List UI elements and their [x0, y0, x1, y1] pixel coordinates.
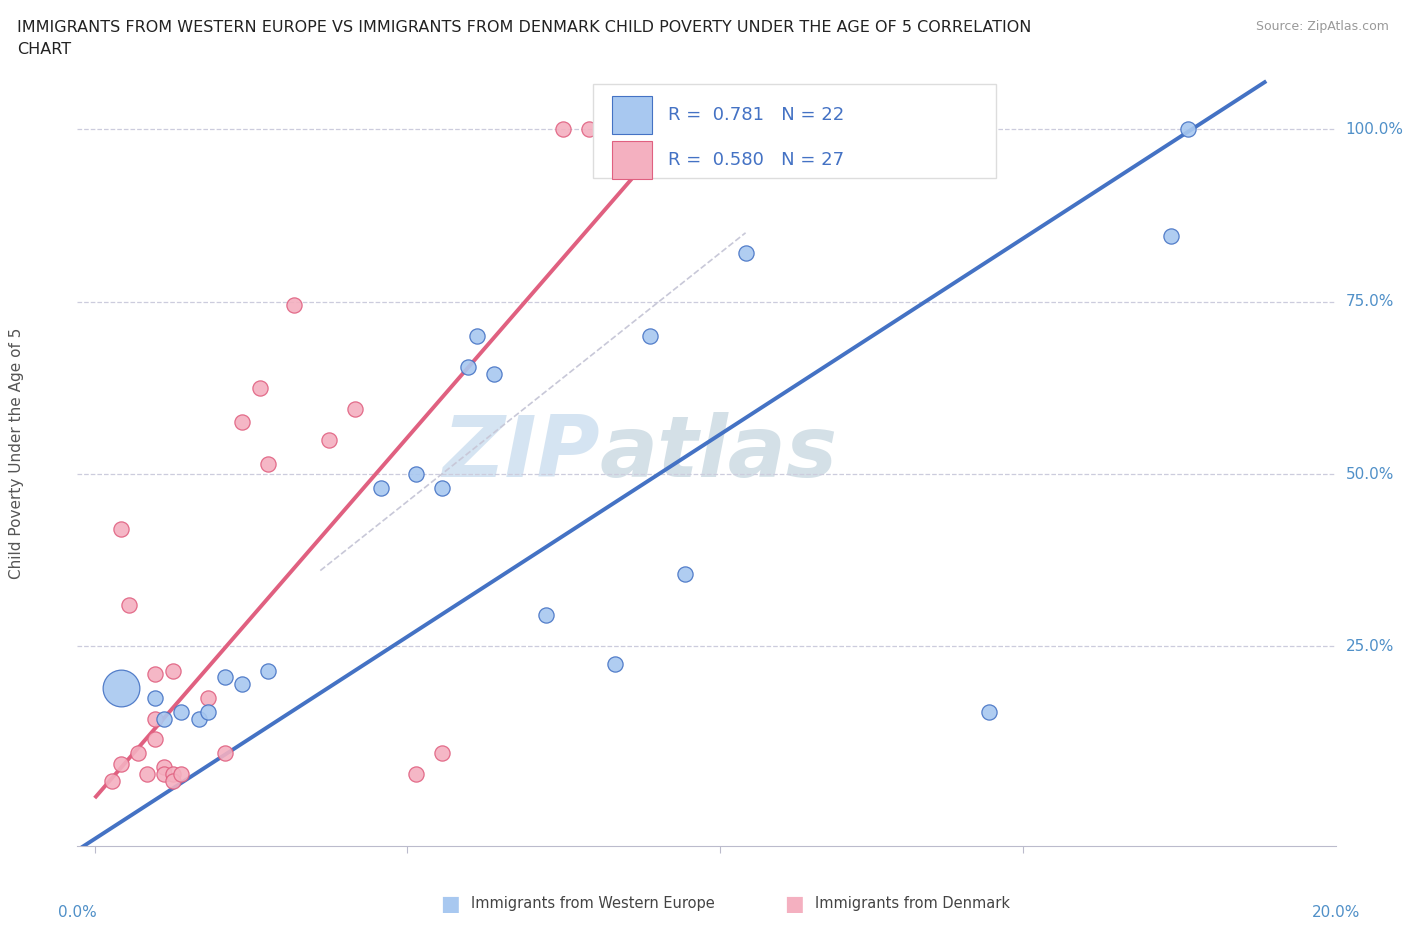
- Point: [197, 704, 219, 719]
- Text: R =  0.781   N = 22: R = 0.781 N = 22: [668, 106, 844, 124]
- Point: [344, 401, 367, 416]
- Text: 20.0%: 20.0%: [1312, 905, 1360, 921]
- Text: 50.0%: 50.0%: [1346, 467, 1395, 482]
- Point: [257, 663, 280, 678]
- Text: Immigrants from Western Europe: Immigrants from Western Europe: [471, 897, 714, 911]
- Point: [162, 663, 184, 678]
- Point: [231, 415, 253, 430]
- Point: [318, 432, 340, 447]
- Text: ■: ■: [785, 894, 804, 914]
- Point: [214, 670, 236, 684]
- Text: CHART: CHART: [17, 42, 70, 57]
- Point: [605, 657, 627, 671]
- Point: [101, 774, 124, 789]
- Point: [734, 246, 756, 261]
- Point: [110, 681, 132, 696]
- Bar: [612, 141, 652, 179]
- Point: [145, 691, 167, 706]
- Point: [110, 756, 132, 771]
- Point: [110, 522, 132, 537]
- Bar: [612, 96, 652, 134]
- Text: atlas: atlas: [599, 412, 838, 495]
- Text: IMMIGRANTS FROM WESTERN EUROPE VS IMMIGRANTS FROM DENMARK CHILD POVERTY UNDER TH: IMMIGRANTS FROM WESTERN EUROPE VS IMMIGR…: [17, 20, 1031, 35]
- Point: [482, 366, 505, 381]
- Point: [162, 774, 184, 789]
- Point: [135, 766, 157, 781]
- Point: [145, 732, 167, 747]
- Point: [430, 746, 453, 761]
- Point: [457, 360, 479, 375]
- Text: 25.0%: 25.0%: [1346, 639, 1395, 654]
- Point: [977, 704, 1000, 719]
- Point: [197, 691, 219, 706]
- Text: 100.0%: 100.0%: [1346, 122, 1403, 137]
- Point: [187, 711, 209, 726]
- Point: [673, 566, 696, 581]
- Text: 75.0%: 75.0%: [1346, 294, 1395, 309]
- Text: ZIP: ZIP: [441, 412, 599, 495]
- Point: [465, 328, 488, 343]
- Point: [578, 122, 600, 137]
- Point: [153, 760, 176, 775]
- Point: [231, 677, 253, 692]
- Point: [430, 481, 453, 496]
- FancyBboxPatch shape: [593, 84, 995, 179]
- Point: [553, 122, 575, 137]
- Point: [1160, 229, 1182, 244]
- Text: Source: ZipAtlas.com: Source: ZipAtlas.com: [1256, 20, 1389, 33]
- Point: [249, 380, 271, 395]
- Point: [170, 704, 193, 719]
- Point: [257, 457, 280, 472]
- Text: 0.0%: 0.0%: [58, 905, 97, 921]
- Text: Immigrants from Denmark: Immigrants from Denmark: [815, 897, 1011, 911]
- Point: [214, 746, 236, 761]
- Text: ■: ■: [440, 894, 460, 914]
- Point: [153, 711, 176, 726]
- Point: [1177, 122, 1199, 137]
- Point: [145, 667, 167, 682]
- Point: [153, 766, 176, 781]
- Point: [638, 328, 661, 343]
- Text: Child Poverty Under the Age of 5: Child Poverty Under the Age of 5: [10, 327, 24, 579]
- Point: [127, 746, 149, 761]
- Point: [534, 608, 557, 623]
- Point: [283, 298, 305, 312]
- Point: [118, 598, 141, 613]
- Point: [170, 766, 193, 781]
- Point: [162, 766, 184, 781]
- Point: [405, 766, 427, 781]
- Point: [405, 467, 427, 482]
- Point: [370, 481, 392, 496]
- Text: R =  0.580   N = 27: R = 0.580 N = 27: [668, 152, 844, 169]
- Point: [145, 711, 167, 726]
